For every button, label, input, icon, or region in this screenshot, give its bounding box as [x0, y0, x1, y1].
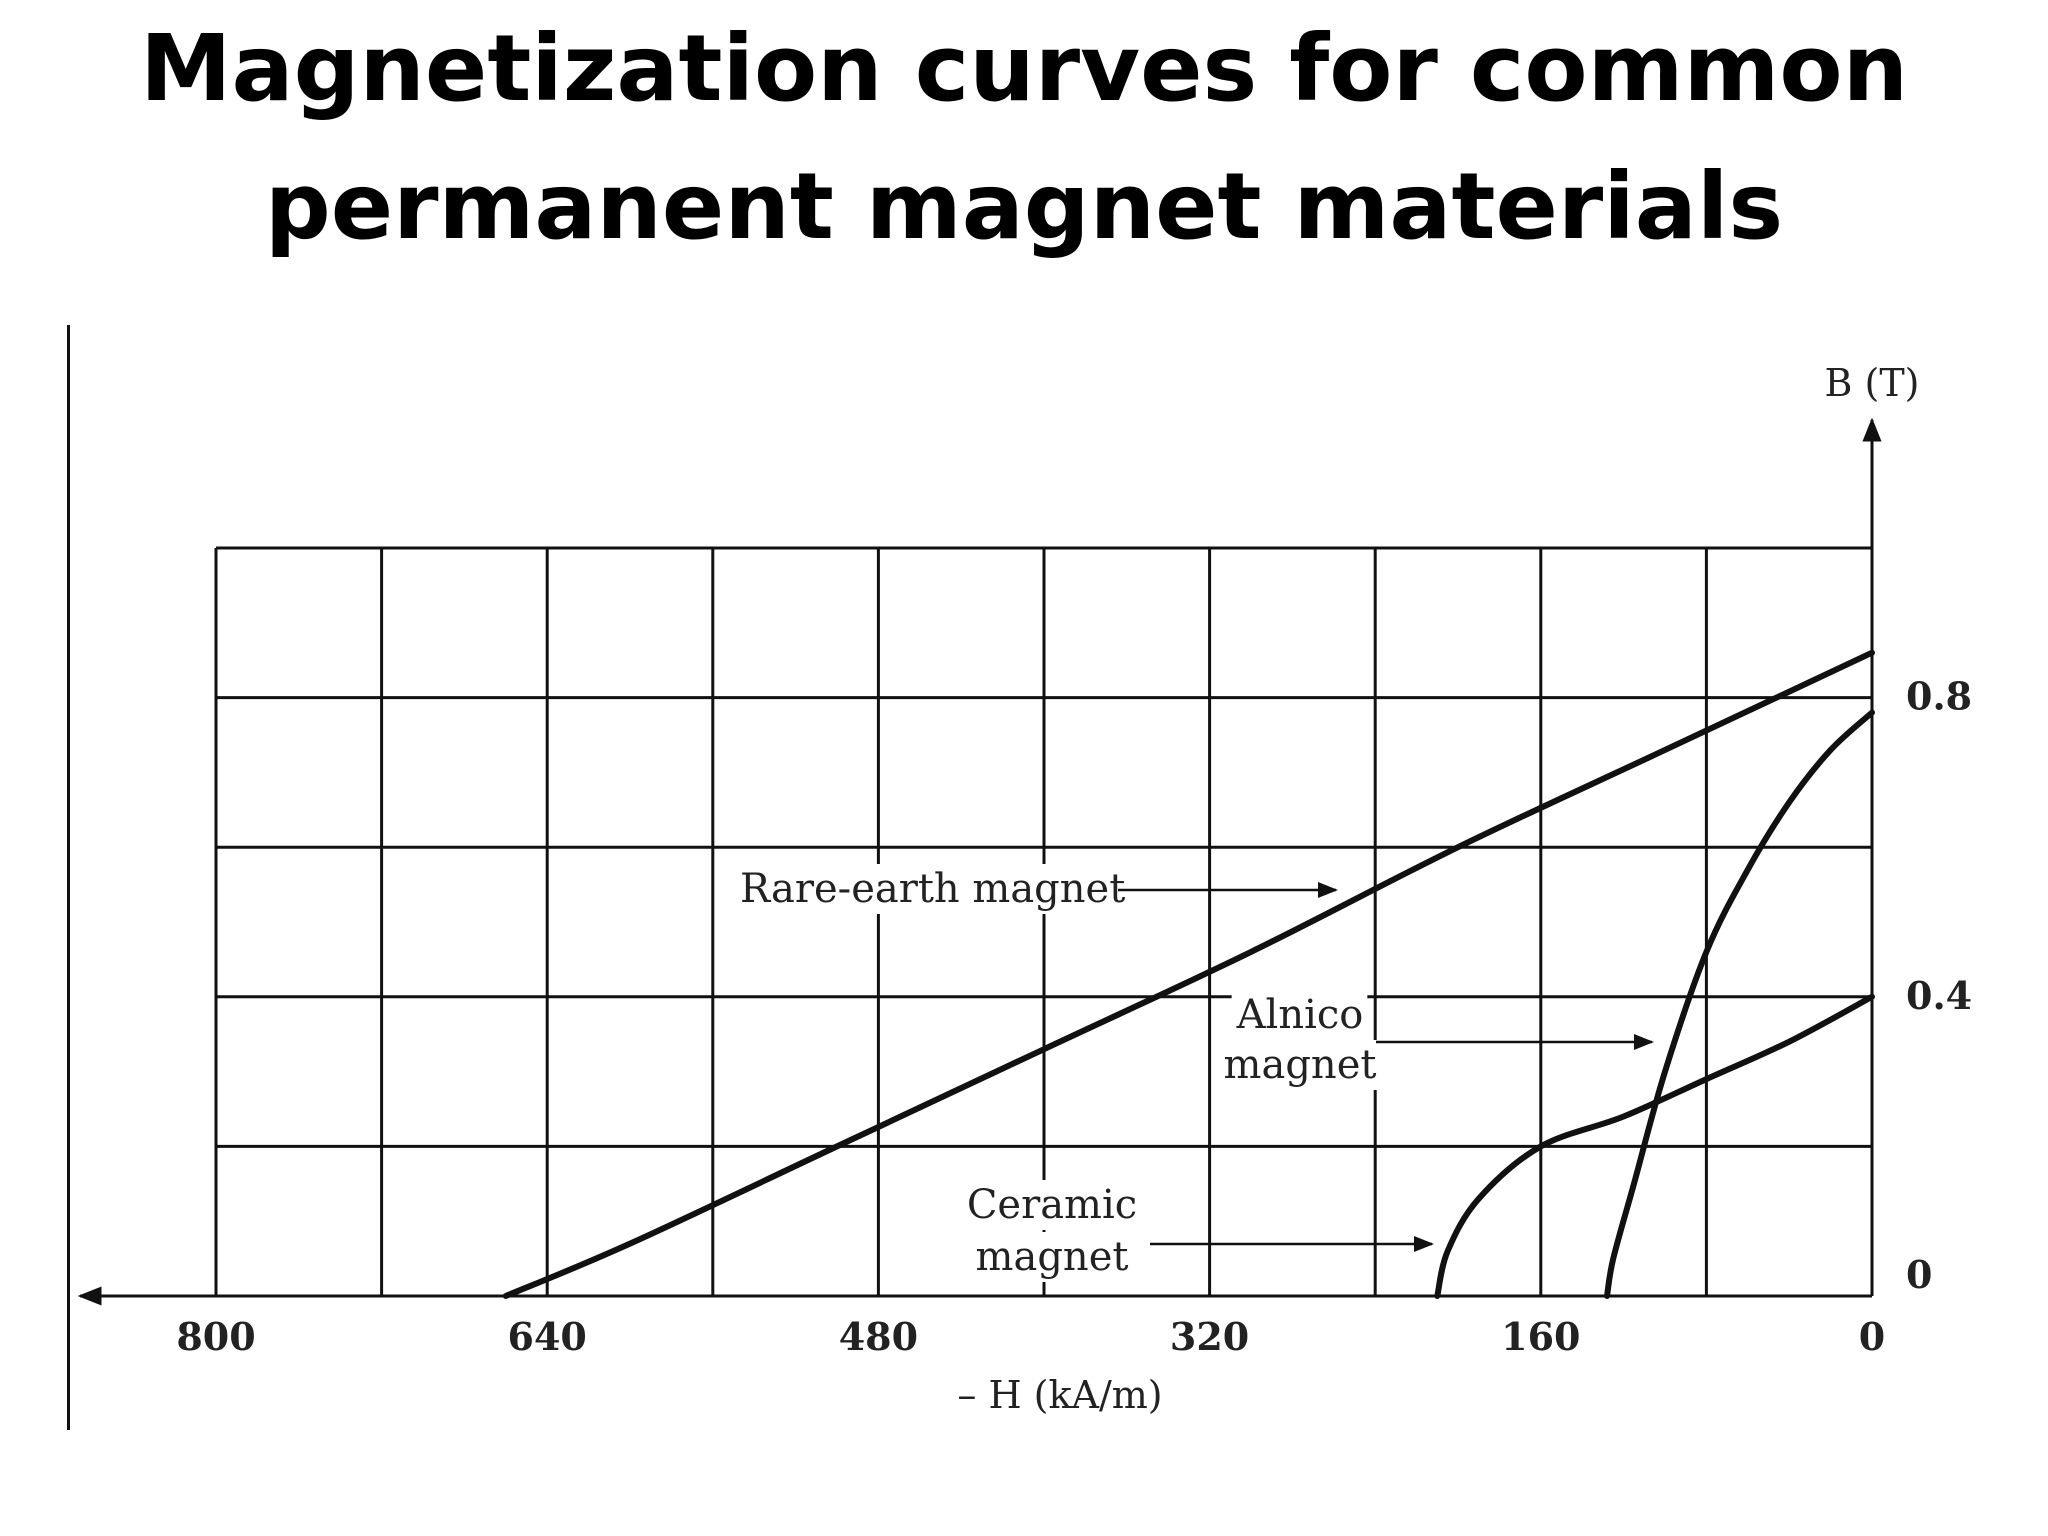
x-tick-label: 320	[1170, 1314, 1249, 1359]
alnico-label-line-2: magnet	[1224, 1042, 1377, 1088]
series	[502, 649, 1875, 1299]
x-tick-label: 640	[508, 1314, 587, 1359]
annotation-label-background	[971, 1232, 1133, 1282]
alnico-curve	[1604, 709, 1875, 1299]
tick-labels: 800 640 480 320 160 00 0.4 0.8 – H (kA/m) B (T)	[176, 361, 1972, 1417]
axes	[77, 417, 1882, 1306]
x-tick-label: 800	[176, 1314, 255, 1359]
slide-title: Magnetization curves for common permanen…	[0, 0, 2048, 276]
y-axis-title: B (T)	[1825, 361, 1920, 405]
ceramic-label-line-2: magnet	[976, 1234, 1129, 1280]
annotation-label-background	[1231, 990, 1368, 1040]
ceramic-label-line-1: Ceramic	[967, 1182, 1137, 1228]
annotation-label-background	[962, 1180, 1142, 1230]
annotations: Rare-earth magnetAlnicomagnetCeramicmagn…	[736, 864, 1654, 1282]
y-tick-label: 0.8	[1906, 674, 1972, 719]
annotation-label-background	[736, 864, 1130, 914]
x-tick-label: 480	[839, 1314, 918, 1359]
alnico-label-line-1: Alnico	[1236, 992, 1364, 1038]
rare-earth-label: Rare-earth magnet	[740, 866, 1125, 912]
x-tick-label: 160	[1501, 1314, 1580, 1359]
y-tick-label: 0.4	[1906, 973, 1972, 1018]
figure-left-border	[67, 325, 70, 1430]
slide-title-line-2: permanent magnet materials	[264, 153, 1784, 260]
slide-title-line-1: Magnetization curves for common	[139, 15, 1909, 122]
x-tick-label: 0	[1859, 1314, 1885, 1359]
ceramic-curve	[1434, 993, 1875, 1299]
rare-earth-curve	[502, 649, 1875, 1299]
y-tick-label: 0	[1906, 1252, 1932, 1297]
x-axis-title: – H (kA/m)	[957, 1373, 1162, 1417]
annotation-label-background	[1219, 1040, 1381, 1090]
